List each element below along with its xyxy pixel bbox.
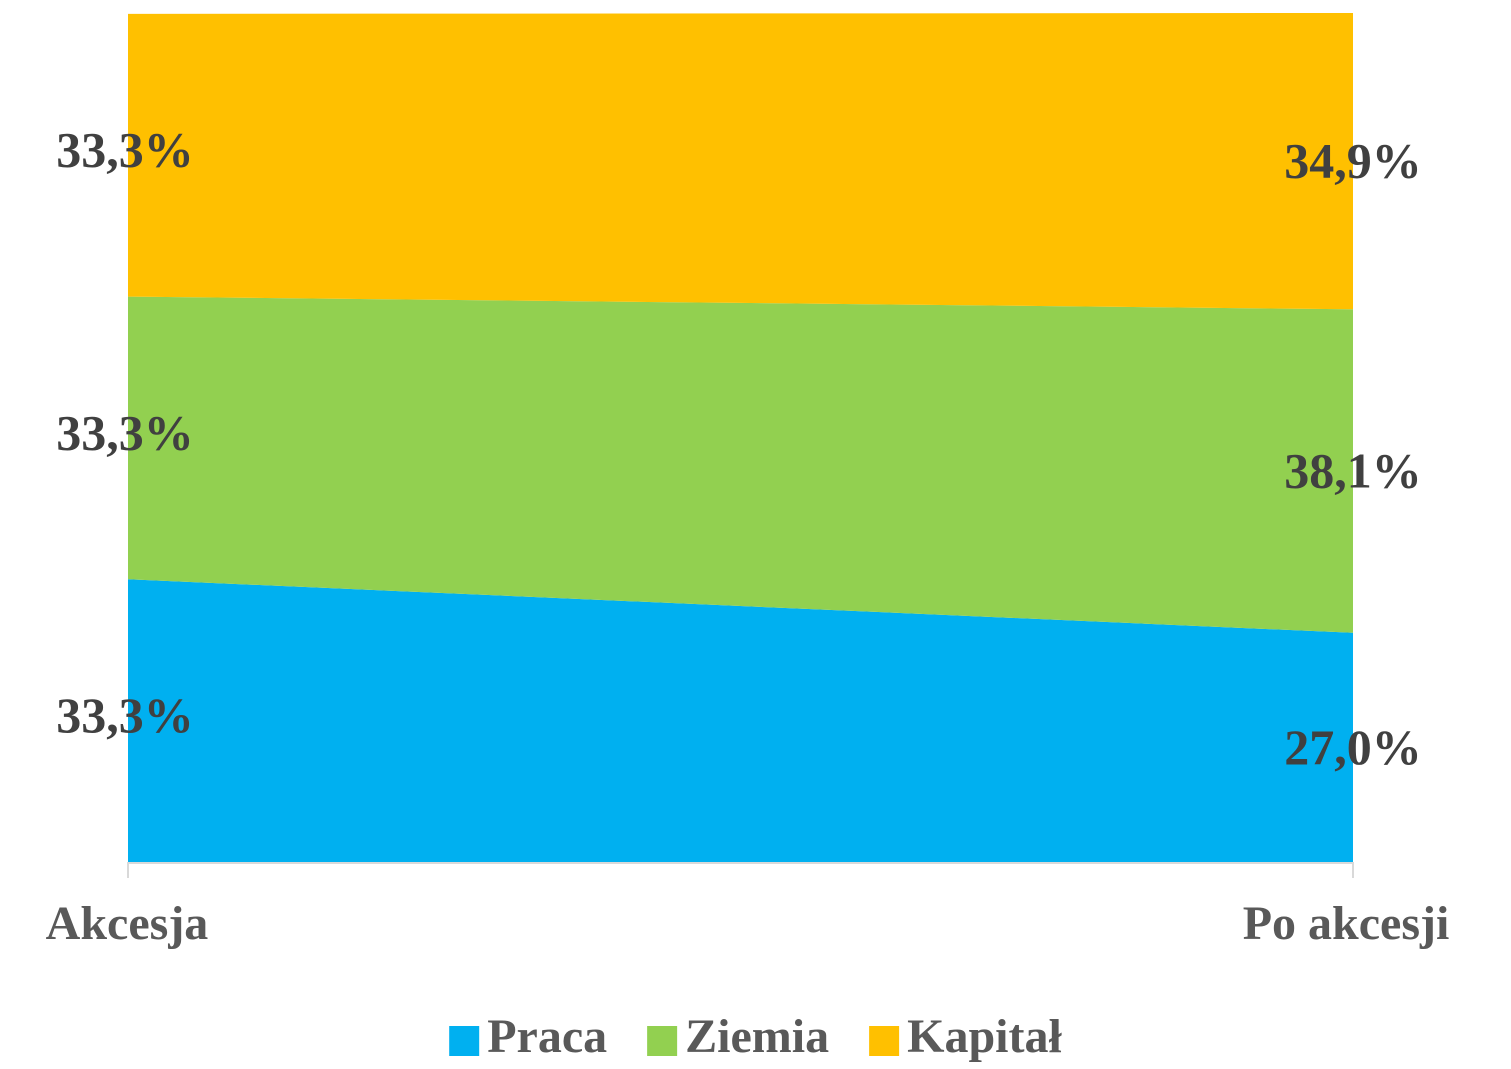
- data-label: 33,3%: [56, 122, 194, 178]
- x-tick-label: Po akcesji: [1243, 897, 1450, 950]
- data-label: 33,3%: [56, 687, 194, 743]
- legend-swatch: [647, 1026, 678, 1056]
- data-label: 27,0%: [1284, 719, 1422, 775]
- legend-swatch: [449, 1026, 480, 1056]
- legend-label: Praca: [487, 1010, 607, 1063]
- data-label: 34,9%: [1284, 133, 1422, 189]
- area: [128, 296, 1353, 633]
- data-label: 33,3%: [56, 404, 194, 460]
- legend-label: Kapitał: [907, 1010, 1062, 1063]
- x-tick-label: Akcesja: [46, 897, 209, 950]
- data-label: 38,1%: [1284, 443, 1422, 499]
- area: [128, 13, 1353, 310]
- area: [128, 579, 1353, 862]
- legend-label: Ziemia: [685, 1010, 829, 1063]
- legend-swatch: [869, 1026, 900, 1056]
